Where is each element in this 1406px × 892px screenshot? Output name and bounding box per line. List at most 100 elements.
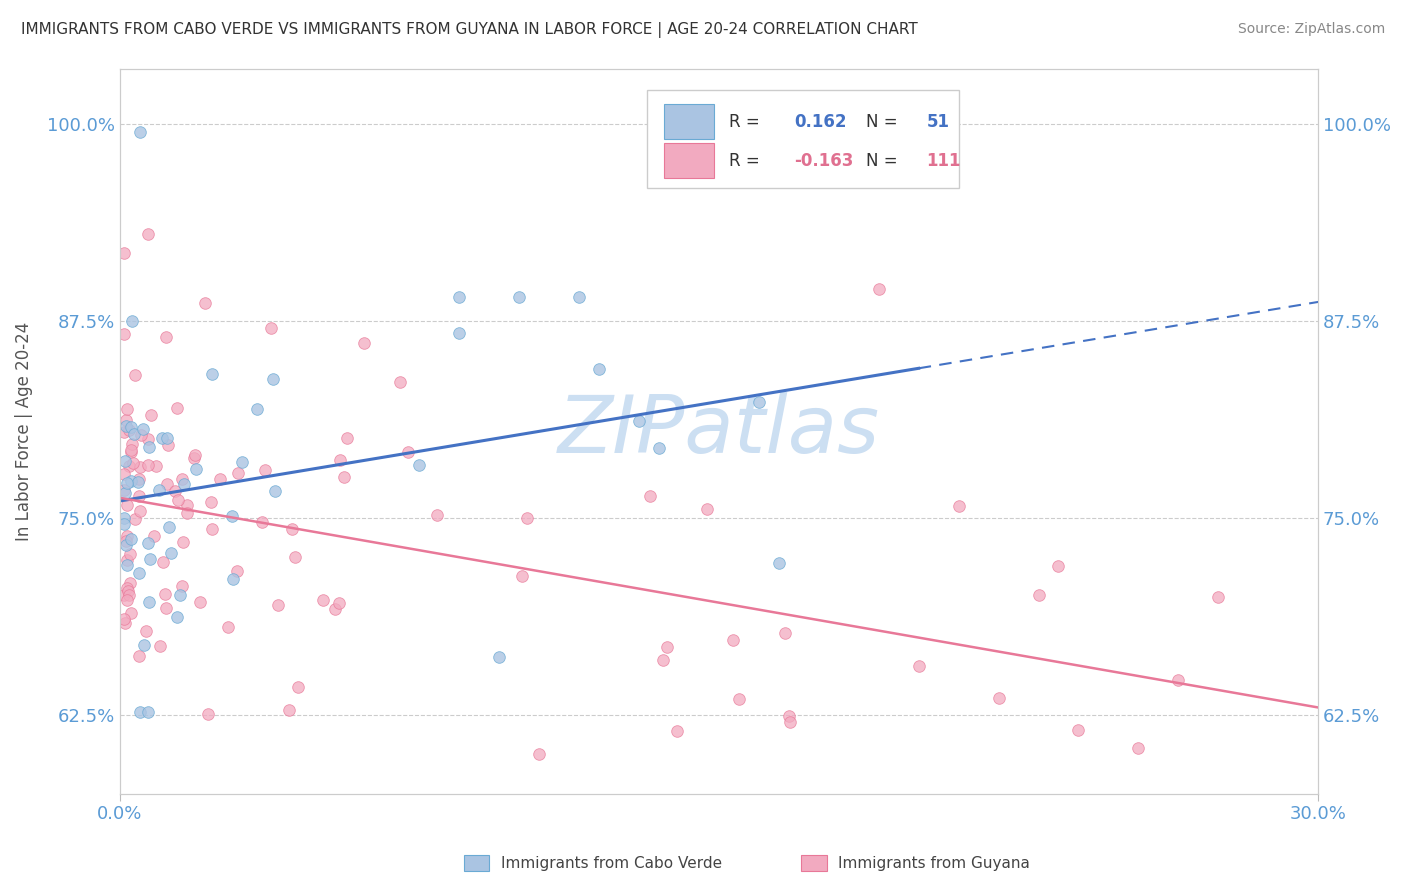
Bar	[664, 144, 714, 178]
Point	[250, 515, 273, 529]
Point	[166, 401, 188, 416]
Point	[323, 601, 346, 615]
Point	[176, 506, 198, 520]
Point	[245, 402, 267, 417]
Point	[120, 606, 142, 620]
Point	[118, 423, 141, 437]
Point	[328, 596, 350, 610]
Point	[150, 432, 173, 446]
Point	[172, 473, 194, 487]
Point	[152, 555, 174, 569]
Point	[131, 428, 153, 442]
Point	[117, 499, 139, 513]
Point	[112, 516, 135, 531]
Point	[117, 401, 139, 416]
Text: 51: 51	[927, 112, 949, 130]
Point	[262, 372, 284, 386]
Bar	[801, 855, 827, 871]
Point	[155, 587, 177, 601]
Point	[197, 706, 219, 721]
Point	[156, 477, 179, 491]
Point	[254, 463, 277, 477]
Point	[779, 714, 801, 729]
Point	[728, 692, 751, 706]
Point	[118, 588, 141, 602]
Point	[1047, 559, 1070, 574]
Point	[226, 564, 249, 578]
Point	[115, 475, 138, 490]
Point	[172, 579, 194, 593]
Text: R =: R =	[728, 112, 759, 130]
Point	[173, 477, 195, 491]
Point	[186, 462, 208, 476]
Point	[139, 551, 162, 566]
Point	[124, 368, 146, 382]
Point	[768, 556, 790, 570]
Point	[115, 538, 138, 552]
Point	[138, 440, 160, 454]
Point	[280, 522, 302, 536]
Point	[200, 495, 222, 509]
Point	[114, 485, 136, 500]
Point	[408, 458, 430, 473]
Point	[259, 321, 281, 335]
Point	[277, 703, 299, 717]
Point	[148, 483, 170, 498]
Point	[138, 536, 160, 550]
Point	[948, 499, 970, 513]
Point	[163, 484, 186, 499]
Text: 111: 111	[927, 152, 960, 169]
Point	[1128, 740, 1150, 755]
Point	[1107, 802, 1129, 816]
Point	[128, 566, 150, 580]
Point	[778, 709, 800, 723]
Point	[128, 705, 150, 719]
Point	[156, 431, 179, 445]
Point	[353, 335, 375, 350]
Point	[200, 523, 222, 537]
Point	[115, 553, 138, 567]
Point	[217, 620, 239, 634]
Point	[136, 705, 159, 719]
Point	[121, 314, 143, 328]
Point	[228, 467, 250, 481]
Point	[183, 451, 205, 466]
Text: 0.162: 0.162	[794, 112, 846, 130]
Point	[312, 592, 335, 607]
Point	[112, 511, 135, 525]
Point	[333, 469, 356, 483]
Point	[128, 125, 150, 139]
Point	[169, 588, 191, 602]
Point	[121, 437, 143, 451]
Point	[114, 454, 136, 468]
Point	[114, 533, 136, 548]
Point	[527, 747, 550, 762]
Point	[284, 549, 307, 564]
Point	[194, 295, 217, 310]
Point	[136, 458, 159, 472]
Point	[128, 504, 150, 518]
Point	[127, 475, 149, 489]
Point	[120, 474, 142, 488]
Point	[1067, 723, 1090, 737]
Point	[120, 442, 142, 457]
Point	[987, 691, 1010, 706]
Point	[112, 246, 135, 260]
Text: N =: N =	[866, 112, 898, 130]
Point	[907, 659, 929, 673]
Point	[231, 455, 253, 469]
Point	[488, 649, 510, 664]
Text: Source: ZipAtlas.com: Source: ZipAtlas.com	[1237, 22, 1385, 37]
Point	[666, 723, 689, 738]
Point	[176, 498, 198, 512]
Text: -0.163: -0.163	[794, 152, 853, 169]
Point	[264, 483, 287, 498]
Text: N =: N =	[866, 152, 898, 169]
Point	[120, 575, 142, 590]
Point	[124, 512, 146, 526]
Y-axis label: In Labor Force | Age 20-24: In Labor Force | Age 20-24	[15, 321, 32, 541]
Point	[1206, 590, 1229, 604]
Point	[160, 546, 183, 560]
Point	[115, 418, 138, 433]
Point	[183, 448, 205, 462]
